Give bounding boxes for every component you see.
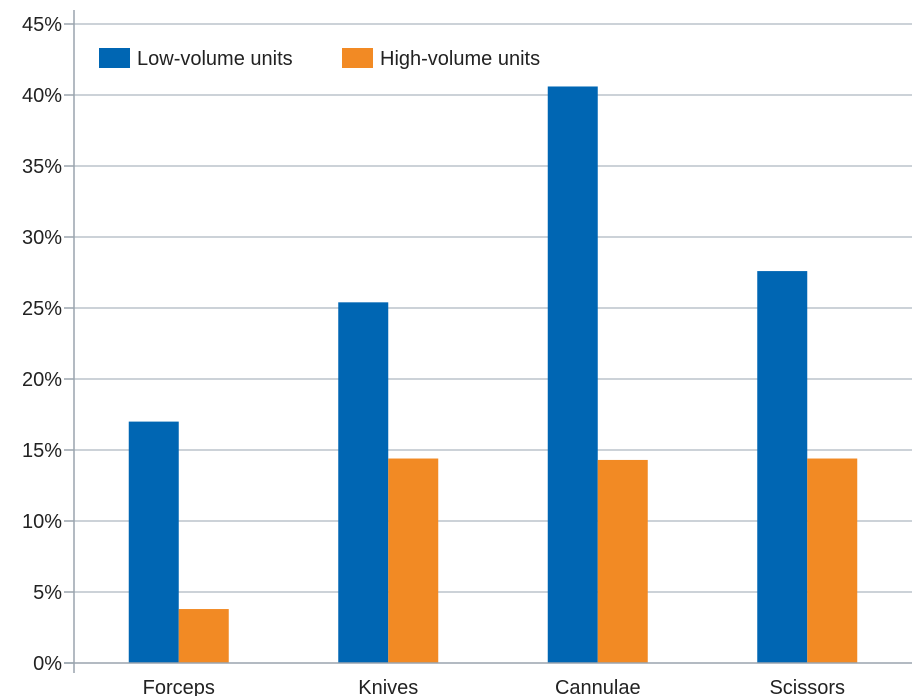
bar-scissors-low-volume xyxy=(757,271,808,663)
legend-label: High-volume units xyxy=(380,48,540,70)
y-tick-labels: 0% 5% 10% 15% 20% 25% 30% 35% 40% 45% xyxy=(22,14,62,675)
legend-swatch xyxy=(99,48,130,68)
bar-knives-high-volume xyxy=(388,458,439,663)
y-tick-label: 15% xyxy=(22,440,62,462)
y-tick-label: 45% xyxy=(22,14,62,36)
x-category-label: Knives xyxy=(358,677,418,696)
bar-forceps-low-volume xyxy=(128,421,179,663)
y-tick-label: 25% xyxy=(22,298,62,320)
y-tick-label: 35% xyxy=(22,156,62,178)
legend-label: Low-volume units xyxy=(137,48,293,70)
y-tick-label: 10% xyxy=(22,511,62,533)
y-tick-label: 20% xyxy=(22,369,62,391)
legend-swatch xyxy=(342,48,373,68)
x-category-label: Scissors xyxy=(769,677,845,696)
bar-cannulae-low-volume xyxy=(547,86,598,664)
legend: Low-volume units High-volume units xyxy=(99,48,540,70)
bar-cannulae-high-volume xyxy=(597,459,648,663)
bar-forceps-high-volume xyxy=(178,609,229,663)
x-category-labels: Forceps Knives Cannulae Scissors xyxy=(143,677,845,696)
bar-scissors-high-volume xyxy=(807,458,858,663)
y-tick-label: 0% xyxy=(33,653,62,675)
y-tick-label: 30% xyxy=(22,227,62,249)
bar-knives-low-volume xyxy=(338,302,389,663)
axes xyxy=(64,10,912,673)
y-tick-label: 5% xyxy=(33,582,62,604)
x-category-label: Forceps xyxy=(143,677,215,696)
y-tick-label: 40% xyxy=(22,85,62,107)
bars xyxy=(128,86,858,664)
x-category-label: Cannulae xyxy=(555,677,641,696)
